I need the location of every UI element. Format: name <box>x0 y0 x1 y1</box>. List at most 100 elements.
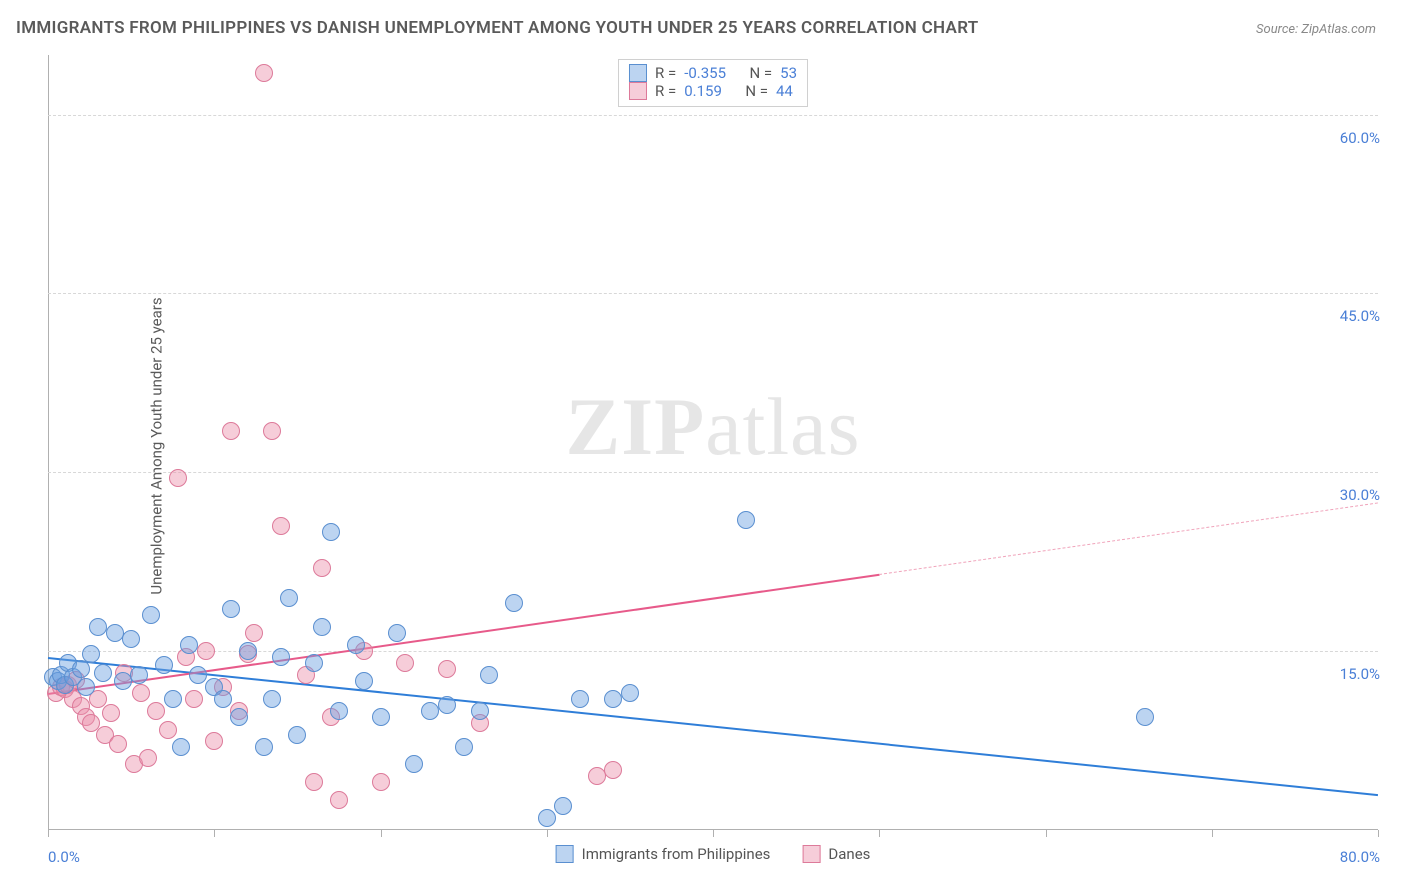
N-label: N = <box>749 64 772 82</box>
scatter-point-danes <box>604 761 622 779</box>
scatter-point-immigrants <box>621 684 639 702</box>
scatter-point-danes <box>330 791 348 809</box>
scatter-point-immigrants <box>737 511 755 529</box>
swatch-icon <box>802 845 820 863</box>
legend-label-a: Immigrants from Philippines <box>582 845 771 863</box>
legend-item-b: Danes <box>802 845 870 863</box>
scatter-point-danes <box>255 64 273 82</box>
scatter-point-danes <box>245 624 263 642</box>
swatch-icon <box>556 845 574 863</box>
scatter-point-immigrants <box>305 654 323 672</box>
scatter-point-immigrants <box>554 797 572 815</box>
R-label: R = <box>655 64 676 82</box>
N-value-a: 53 <box>780 64 797 82</box>
scatter-point-immigrants <box>82 645 100 663</box>
grid-line <box>48 472 1378 473</box>
scatter-point-danes <box>109 735 127 753</box>
x-tick-mark <box>1212 830 1213 837</box>
x-tick-mark <box>879 830 880 837</box>
scatter-point-immigrants <box>72 660 90 678</box>
scatter-point-danes <box>222 422 240 440</box>
source-label: Source: ZipAtlas.com <box>1256 22 1376 37</box>
scatter-point-immigrants <box>571 690 589 708</box>
swatch-icon <box>629 64 647 82</box>
x-tick-label: 80.0% <box>1340 848 1380 866</box>
scatter-point-danes <box>147 702 165 720</box>
scatter-point-immigrants <box>263 690 281 708</box>
scatter-point-immigrants <box>455 738 473 756</box>
scatter-point-danes <box>205 732 223 750</box>
scatter-point-immigrants <box>89 618 107 636</box>
y-tick-label: 45.0% <box>1340 307 1380 325</box>
scatter-point-immigrants <box>604 690 622 708</box>
legend-label-b: Danes <box>828 845 870 863</box>
scatter-point-immigrants <box>164 690 182 708</box>
scatter-point-danes <box>372 773 390 791</box>
scatter-point-immigrants <box>355 672 373 690</box>
grid-line <box>48 293 1378 294</box>
grid-line <box>48 115 1378 116</box>
scatter-point-danes <box>588 767 606 785</box>
scatter-point-danes <box>139 749 157 767</box>
x-tick-mark <box>1046 830 1047 837</box>
x-tick-mark <box>547 830 548 837</box>
scatter-point-immigrants <box>538 809 556 827</box>
scatter-point-immigrants <box>189 666 207 684</box>
legend-stats-row-b: R = 0.159 N = 44 <box>629 82 797 100</box>
N-value-b: 44 <box>776 82 793 100</box>
scatter-point-danes <box>438 660 456 678</box>
scatter-point-danes <box>132 684 150 702</box>
swatch-icon <box>629 82 647 100</box>
scatter-point-immigrants <box>322 523 340 541</box>
scatter-point-immigrants <box>388 624 406 642</box>
scatter-point-danes <box>263 422 281 440</box>
R-value-b: 0.159 <box>684 82 722 100</box>
scatter-point-danes <box>305 773 323 791</box>
x-tick-mark <box>381 830 382 837</box>
scatter-point-immigrants <box>1136 708 1154 726</box>
scatter-point-immigrants <box>421 702 439 720</box>
x-tick-mark <box>48 830 49 837</box>
N-label: N = <box>745 82 768 100</box>
watermark: ZIPatlas <box>566 380 861 474</box>
scatter-point-immigrants <box>347 636 365 654</box>
x-tick-mark <box>713 830 714 837</box>
scatter-point-immigrants <box>222 600 240 618</box>
scatter-point-immigrants <box>77 678 95 696</box>
scatter-point-danes <box>102 704 120 722</box>
scatter-point-immigrants <box>330 702 348 720</box>
trend-line-danes-extrapolated <box>879 502 1378 575</box>
scatter-point-immigrants <box>239 642 257 660</box>
scatter-point-immigrants <box>130 666 148 684</box>
scatter-point-danes <box>159 721 177 739</box>
scatter-point-danes <box>313 559 331 577</box>
scatter-point-immigrants <box>313 618 331 636</box>
scatter-point-danes <box>169 469 187 487</box>
scatter-point-immigrants <box>505 594 523 612</box>
scatter-point-immigrants <box>180 636 198 654</box>
scatter-point-danes <box>197 642 215 660</box>
y-tick-label: 15.0% <box>1340 665 1380 683</box>
trend-line-immigrants <box>48 657 1378 796</box>
scatter-point-immigrants <box>471 702 489 720</box>
scatter-point-immigrants <box>214 690 232 708</box>
scatter-point-immigrants <box>114 672 132 690</box>
scatter-point-danes <box>185 690 203 708</box>
scatter-point-immigrants <box>106 624 124 642</box>
y-axis-line <box>48 55 49 830</box>
y-tick-label: 30.0% <box>1340 486 1380 504</box>
watermark-rest: atlas <box>705 381 860 472</box>
scatter-point-immigrants <box>122 630 140 648</box>
scatter-point-immigrants <box>155 656 173 674</box>
scatter-point-immigrants <box>280 589 298 607</box>
plot-area: ZIPatlas R = -0.355 N = 53 R = 0.159 N =… <box>48 55 1378 830</box>
trend-line-danes <box>48 574 880 695</box>
scatter-point-immigrants <box>94 664 112 682</box>
scatter-point-immigrants <box>255 738 273 756</box>
chart-title: IMMIGRANTS FROM PHILIPPINES VS DANISH UN… <box>16 18 979 38</box>
scatter-point-immigrants <box>142 606 160 624</box>
R-label: R = <box>655 82 676 100</box>
x-tick-label: 0.0% <box>48 848 80 866</box>
watermark-bold: ZIP <box>566 381 706 472</box>
x-tick-mark <box>214 830 215 837</box>
